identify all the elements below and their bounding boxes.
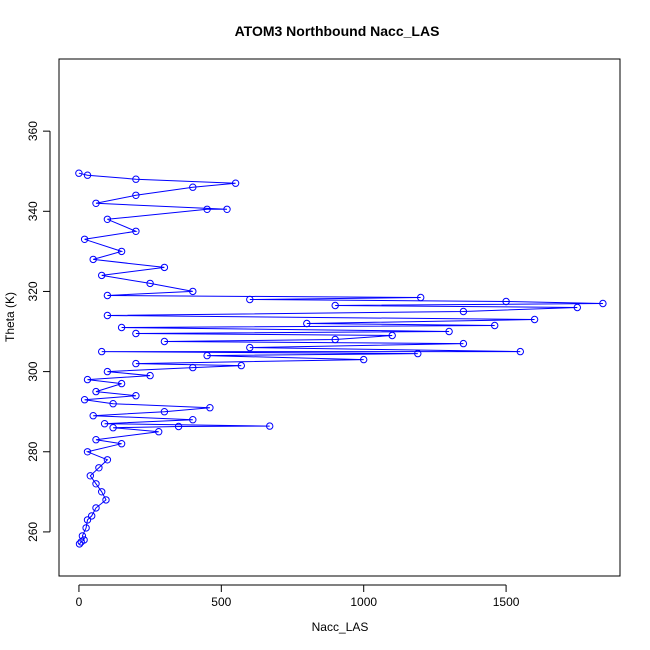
data-point xyxy=(491,321,499,330)
data-point xyxy=(88,512,96,520)
series-points xyxy=(75,169,607,548)
data-point xyxy=(86,472,95,480)
data-point xyxy=(360,355,368,364)
x-tick-label: 500 xyxy=(211,595,231,609)
data-point xyxy=(83,448,92,456)
data-point xyxy=(117,247,126,256)
x-axis-label: Nacc_LAS xyxy=(312,620,369,634)
data-point xyxy=(146,279,154,288)
data-point xyxy=(132,175,140,183)
data-point xyxy=(331,301,339,310)
data-point xyxy=(331,335,339,344)
data-point xyxy=(388,331,396,340)
data-point xyxy=(103,456,112,464)
data-point xyxy=(98,271,106,280)
y-tick-label: 260 xyxy=(26,522,40,542)
data-point xyxy=(89,412,97,420)
x-tick-label: 1000 xyxy=(350,595,377,609)
data-point xyxy=(92,436,100,444)
data-point xyxy=(445,327,453,336)
data-point xyxy=(203,205,211,214)
data-point xyxy=(246,295,254,304)
data-point xyxy=(246,343,254,352)
data-point xyxy=(80,235,89,244)
data-point xyxy=(160,408,169,416)
x-tick-label: 1500 xyxy=(493,595,520,609)
data-point xyxy=(100,420,109,428)
data-point xyxy=(95,464,103,472)
data-point xyxy=(102,496,110,504)
data-point xyxy=(83,171,92,179)
data-point xyxy=(103,311,112,320)
data-point xyxy=(237,361,246,370)
y-tick-label: 360 xyxy=(26,121,40,141)
data-point xyxy=(103,215,112,224)
series-line xyxy=(78,172,603,545)
data-point xyxy=(83,516,92,524)
data-point xyxy=(78,532,87,540)
data-point xyxy=(109,424,117,432)
series-lines xyxy=(78,172,603,545)
data-point xyxy=(103,367,112,376)
data-point xyxy=(80,536,88,544)
data-point xyxy=(75,169,83,177)
x-tick-label: 0 xyxy=(76,595,83,609)
data-point xyxy=(160,263,169,272)
data-point xyxy=(117,323,126,332)
data-point xyxy=(459,307,468,316)
data-point xyxy=(160,337,169,346)
data-point xyxy=(155,428,163,436)
data-point xyxy=(417,293,425,302)
y-tick-label: 340 xyxy=(26,201,40,221)
y-tick-label: 300 xyxy=(26,361,40,381)
data-point xyxy=(89,255,97,264)
data-point xyxy=(599,299,607,308)
data-point xyxy=(92,504,100,512)
data-point xyxy=(203,351,211,360)
data-point xyxy=(530,315,539,324)
data-point xyxy=(223,205,231,214)
data-point xyxy=(414,349,422,358)
data-point xyxy=(516,347,524,356)
plot-area-frame xyxy=(58,58,621,577)
data-point xyxy=(132,329,140,338)
data-point xyxy=(502,297,510,306)
data-point xyxy=(80,396,89,404)
data-point xyxy=(132,191,140,200)
x-axis: 0 500 1000 1500 xyxy=(76,584,520,609)
data-point xyxy=(98,488,106,496)
data-point xyxy=(266,422,274,430)
data-point xyxy=(109,400,117,408)
data-point xyxy=(132,359,140,368)
data-point xyxy=(459,339,468,348)
chart-title: ATOM3 Northbound Nacc_LAS xyxy=(235,23,440,39)
data-point xyxy=(132,392,140,400)
data-point xyxy=(189,416,197,424)
data-point xyxy=(189,287,197,296)
data-point xyxy=(132,227,140,236)
data-point xyxy=(206,404,214,412)
data-point xyxy=(189,363,197,372)
data-point xyxy=(303,319,311,328)
y-axis: 260 280 300 320 340 360 xyxy=(26,121,51,542)
data-point xyxy=(92,199,100,208)
data-point xyxy=(189,183,197,191)
data-point xyxy=(117,440,126,448)
data-point xyxy=(103,291,112,300)
data-point xyxy=(82,524,90,532)
data-point xyxy=(92,480,100,488)
data-point xyxy=(146,371,154,380)
data-point xyxy=(231,179,240,187)
data-point xyxy=(92,387,100,396)
y-tick-label: 280 xyxy=(26,441,40,461)
data-point xyxy=(83,375,92,384)
data-point xyxy=(98,347,106,356)
data-point xyxy=(117,379,126,388)
data-point xyxy=(75,540,84,548)
data-point xyxy=(174,422,183,431)
data-point xyxy=(573,303,581,312)
y-tick-label: 320 xyxy=(26,281,40,301)
y-axis-label: Theta (K) xyxy=(3,292,17,342)
